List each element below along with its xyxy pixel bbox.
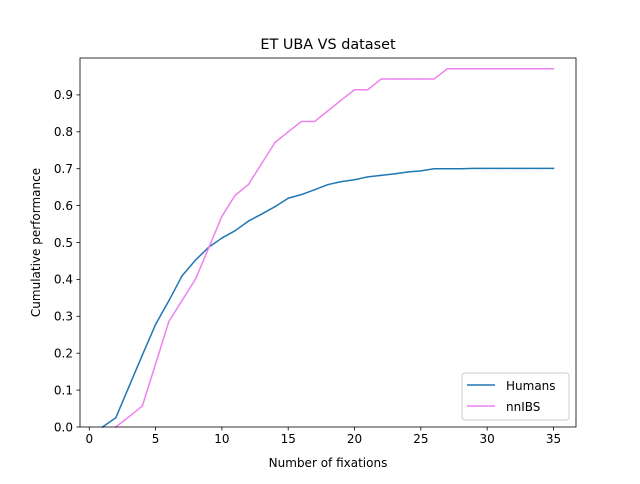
data-point-nnibs [313,120,316,123]
data-point-humans [181,274,183,277]
data-point-nnibs [552,67,555,70]
y-tick-label: 0.1 [54,383,73,397]
data-point-nnibs [234,194,236,197]
legend-label-humans: Humans [506,379,556,393]
data-point-humans [154,323,157,326]
data-point-nnibs [486,67,488,70]
data-point-humans [406,171,409,173]
data-point-nnibs [221,215,223,218]
data-point-nnibs [287,131,289,133]
series-layer [101,67,555,429]
data-point-nnibs [473,67,475,70]
data-point-humans [340,180,343,183]
x-tick-label: 5 [152,432,160,446]
y-tick-label: 0.5 [54,236,73,250]
y-tick-label: 0.2 [54,347,73,361]
series-line-nnibs [114,67,555,429]
chart-title: ET UBA VS dataset [260,37,396,53]
data-point-nnibs [420,78,422,80]
data-point-nnibs [128,415,130,418]
y-tick-label: 0.7 [54,162,73,176]
x-tick-label: 0 [85,432,93,446]
data-point-humans [313,188,316,191]
data-point-humans [459,167,462,170]
data-point-nnibs [367,88,369,91]
data-point-nnibs [154,363,157,365]
x-tick-label: 25 [413,432,428,446]
y-tick-label: 0.4 [54,273,73,287]
data-point-nnibs [260,162,263,165]
data-point-humans [473,167,475,170]
data-point-nnibs [380,78,382,80]
data-point-nnibs [274,141,276,144]
data-point-humans [552,167,555,170]
data-point-humans [327,183,329,186]
data-point-nnibs [459,67,462,70]
y-tick-label: 0.3 [54,310,73,324]
data-point-humans [499,167,502,170]
data-point-humans [367,176,369,178]
data-point-nnibs [247,183,250,186]
data-point-nnibs [446,67,449,70]
data-point-humans [128,385,130,388]
data-point-humans [168,300,170,302]
data-point-humans [115,417,117,419]
legend: Humans nnIBS [461,372,570,421]
data-point-nnibs [300,120,303,123]
data-point-humans [221,237,223,239]
data-point-nnibs [327,110,329,112]
data-point-humans [260,213,263,215]
data-point-humans [486,167,488,170]
y-tick-label: 0.6 [54,199,73,213]
data-point-humans [433,167,435,170]
x-tick-label: 30 [480,432,495,446]
data-point-nnibs [433,78,435,80]
data-point-nnibs [207,247,210,249]
x-tick-label: 15 [281,432,296,446]
data-point-humans [446,167,449,170]
data-point-nnibs [539,67,541,70]
data-point-humans [141,354,144,356]
data-point-humans [247,220,250,222]
x-axis: 0 5 10 15 20 25 30 35 [85,427,561,446]
data-point-nnibs [194,278,197,281]
data-point-humans [526,167,528,170]
legend-label-nnibs: nnIBS [506,400,540,414]
data-point-nnibs [340,99,343,101]
data-point-humans [512,167,515,170]
x-tick-label: 10 [214,432,229,446]
data-point-humans [300,193,303,196]
data-point-humans [393,173,396,175]
data-point-nnibs [499,67,502,70]
data-point-humans [380,174,382,177]
data-point-nnibs [181,299,183,302]
data-point-nnibs [526,67,528,70]
data-point-nnibs [512,67,515,70]
data-point-nnibs [353,88,356,91]
data-point-nnibs [141,405,144,407]
y-tick-label: 0.9 [54,88,73,102]
data-point-humans [420,170,422,172]
y-axis: 0.0 0.1 0.2 0.3 0.4 0.5 0.6 0.7 0.8 0.9 [54,88,80,434]
data-point-humans [287,197,289,199]
y-axis-label: Cumulative performance [29,168,43,317]
data-point-humans [234,229,236,232]
y-tick-label: 0.0 [54,420,73,434]
x-axis-label: Number of fixations [269,456,388,470]
data-point-nnibs [406,78,409,80]
data-point-humans [274,205,276,208]
x-tick-label: 35 [546,432,561,446]
data-point-humans [539,167,541,170]
y-tick-label: 0.8 [54,125,73,139]
data-point-humans [194,259,197,261]
data-point-humans [353,179,356,181]
data-point-nnibs [393,78,396,80]
x-tick-label: 20 [347,432,362,446]
data-point-nnibs [168,320,170,323]
